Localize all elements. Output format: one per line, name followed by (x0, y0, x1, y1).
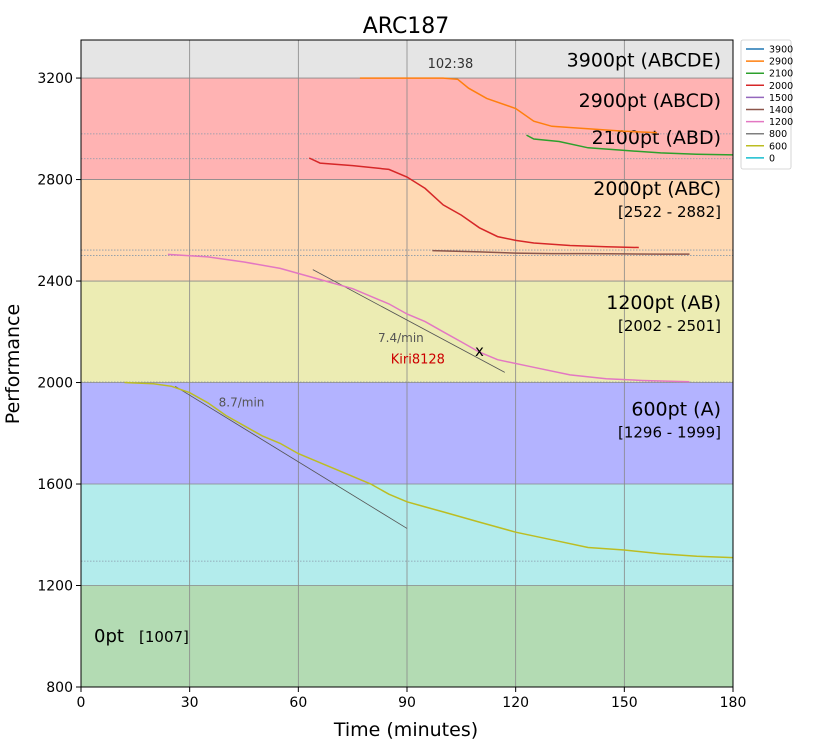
series-line-2000 (308, 157, 639, 249)
legend-entry: 3900 (769, 45, 793, 56)
legend-entry: 1400 (769, 105, 793, 116)
legend-entry: 800 (769, 129, 787, 140)
level-label-range: [1296 - 1999] (618, 424, 721, 442)
y-tick-label: 2400 (37, 274, 73, 290)
annotation-label: 102:38 (428, 57, 474, 72)
series-line-2900 (359, 77, 657, 134)
trend-line (174, 385, 408, 529)
x-tick-label: 90 (398, 695, 416, 711)
legend-entry: 1200 (769, 117, 793, 128)
grid-lines (81, 40, 733, 687)
x-tick-label: 30 (181, 695, 199, 711)
y-tick-label: 1200 (37, 579, 73, 595)
legend-entry: 2100 (769, 69, 793, 80)
legend-entry: 2000 (769, 81, 793, 92)
x-tick-label: 120 (502, 695, 529, 711)
x-tick-label: 60 (289, 695, 307, 711)
trend-lines: 7.4/min 8.7/min (174, 269, 505, 529)
y-tick-label: 2000 (37, 376, 73, 392)
y-tick-label: 1600 (37, 477, 73, 493)
legend-entry: 0 (769, 153, 775, 164)
chart-title: ARC187 (363, 14, 450, 39)
legend-entry: 600 (769, 141, 787, 152)
legend-entry: 2900 (769, 57, 793, 68)
series-line-1200 (167, 253, 690, 383)
level-label-name: 2100pt (ABD) (592, 127, 721, 149)
level-label-name: 0pt (94, 626, 124, 647)
level-label-name: 600pt (A) (631, 399, 721, 421)
series-lines (124, 77, 734, 559)
y-axis-label: Performance (2, 304, 24, 424)
x-tick-label: 0 (77, 695, 86, 711)
kiri-marker: x (475, 342, 484, 360)
series-line-2100 (526, 134, 734, 156)
level-labels: 3900pt (ABCDE) 2900pt (ABCD) 2100pt (ABD) 2… (94, 50, 721, 647)
x-axis-label: Time (minutes) (333, 719, 478, 741)
level-label-name: 1200pt (AB) (606, 292, 721, 314)
level-label-name: 2000pt (ABC) (593, 178, 721, 200)
y-tick-label: 2800 (37, 173, 73, 189)
legend-box (740, 39, 792, 170)
level-label-range: [1007] (139, 628, 189, 646)
x-tick-label: 180 (720, 695, 747, 711)
axes: 0 30 60 90 120 150 180 800 1200 1600 2000 2400 2800 3… (37, 71, 746, 711)
level-label-name: 3900pt (ABCDE) (567, 50, 721, 72)
level-label-name: 2900pt (ABCD) (579, 90, 721, 112)
level-label-range: [2522 - 2882] (618, 203, 721, 221)
trend-label: 7.4/min (378, 331, 424, 345)
y-tick-label: 3200 (37, 71, 73, 87)
y-tick-label: 800 (46, 680, 73, 696)
level-label-range: [2002 - 2501] (618, 317, 721, 335)
legend-entry: 1500 (769, 93, 793, 104)
trend-label: 8.7/min (219, 396, 265, 410)
annotations: 102:38 Kiri8128 x (391, 57, 484, 368)
series-line-1400 (432, 249, 690, 255)
series-line-600 (124, 381, 734, 559)
annotation-label: Kiri8128 (391, 353, 445, 368)
x-tick-label: 150 (611, 695, 638, 711)
